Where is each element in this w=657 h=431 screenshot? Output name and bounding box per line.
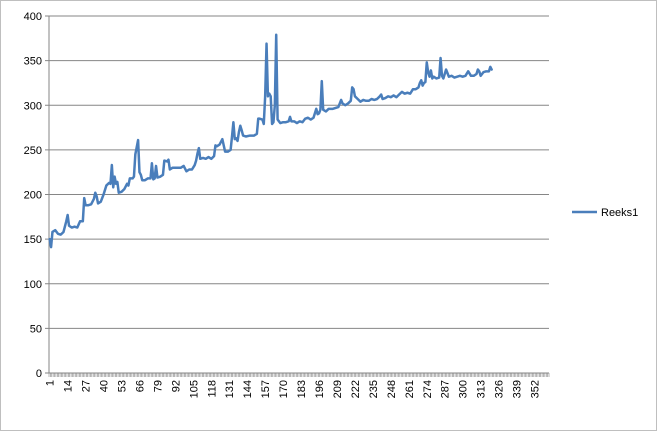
x-tick-marks [48, 373, 550, 377]
y-tick-label-50: 50 [30, 323, 42, 335]
x-tick-label-1: 1 [45, 380, 57, 386]
x-tick-label-209: 209 [332, 380, 344, 398]
y-tick-label-250: 250 [24, 145, 42, 157]
legend-label-reeks1: Reeks1 [601, 207, 638, 219]
y-tick-label-350: 350 [24, 56, 42, 68]
x-tick-label-157: 157 [260, 380, 272, 398]
legend: Reeks1 [572, 207, 638, 219]
gridlines [49, 15, 549, 329]
y-tick-label-300: 300 [24, 100, 42, 112]
x-tick-label-105: 105 [188, 380, 200, 398]
series-line-reeks1 [48, 33, 493, 249]
y-tick-label-400: 400 [24, 11, 42, 23]
x-tick-label-235: 235 [368, 380, 380, 398]
x-tick-label-118: 118 [206, 380, 218, 398]
x-tick-label-92: 92 [170, 380, 182, 392]
x-tick-labels: 1 14 27 40 53 66 79 92 105 118 131 144 157 170 183 196 2… [45, 380, 542, 398]
x-tick-label-300: 300 [458, 380, 470, 398]
x-tick-label-352: 352 [529, 380, 541, 398]
x-tick-label-196: 196 [314, 380, 326, 398]
series-layer [48, 33, 493, 249]
x-tick-label-222: 222 [350, 380, 362, 398]
x-tick-label-53: 53 [117, 380, 129, 392]
x-tick-label-313: 313 [476, 380, 488, 398]
x-tick-label-170: 170 [278, 380, 290, 398]
y-tick-label-100: 100 [24, 279, 42, 291]
y-tick-label-150: 150 [24, 234, 42, 246]
x-tick-label-274: 274 [422, 380, 434, 398]
x-tick-label-261: 261 [404, 380, 416, 398]
x-tick-label-144: 144 [242, 380, 254, 398]
y-tick-labels: 0 50 100 150 200 250 300 350 400 [24, 11, 42, 380]
x-tick-label-339: 339 [512, 380, 524, 398]
axes [45, 15, 550, 377]
x-tick-label-131: 131 [224, 380, 236, 398]
x-tick-label-248: 248 [386, 380, 398, 398]
x-tick-label-183: 183 [296, 380, 308, 398]
x-tick-label-66: 66 [134, 380, 146, 392]
x-tick-label-14: 14 [63, 380, 75, 392]
x-tick-label-79: 79 [152, 380, 164, 392]
x-tick-label-287: 287 [440, 380, 452, 398]
x-tick-label-27: 27 [81, 380, 93, 392]
y-tick-label-0: 0 [36, 368, 42, 380]
x-tick-label-326: 326 [494, 380, 506, 398]
x-tick-label-40: 40 [99, 380, 111, 392]
y-tick-label-200: 200 [24, 190, 42, 202]
